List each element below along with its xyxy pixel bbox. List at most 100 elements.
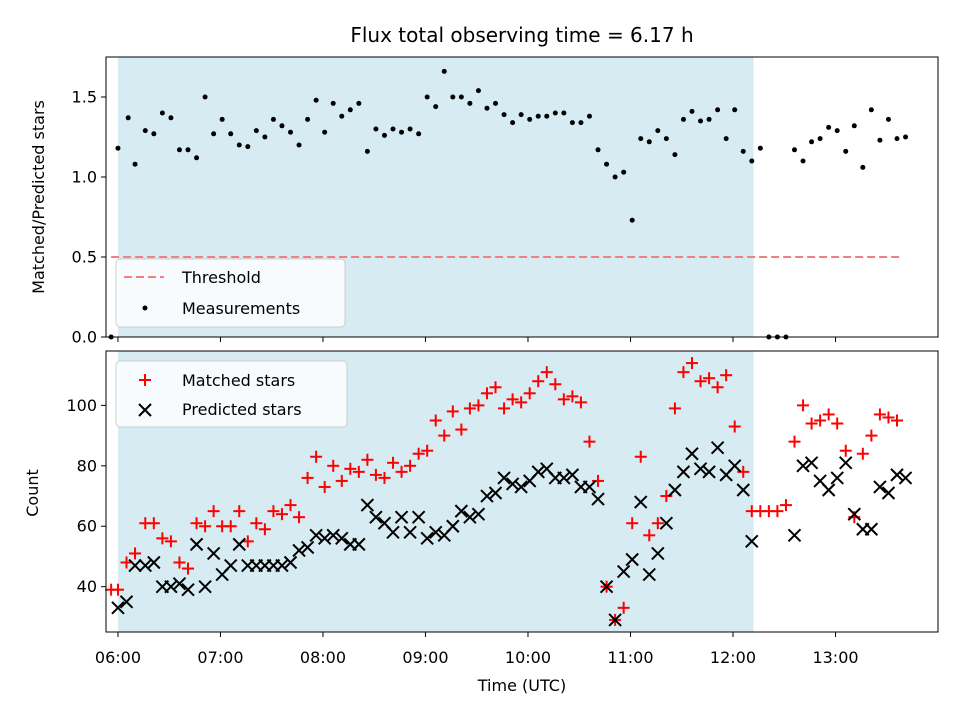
predicted-star-point (454, 504, 469, 518)
matched-star-point (788, 435, 801, 448)
measurement-point (689, 108, 695, 114)
matched-star-point (685, 357, 698, 370)
predicted-star-point (898, 471, 913, 485)
measurement-point (578, 120, 584, 126)
matched-star-point (515, 396, 528, 409)
measurement-point (586, 113, 592, 119)
measurement-point (475, 88, 481, 94)
predicted-star-point (668, 483, 682, 497)
predicted-star-point (514, 480, 528, 494)
matched-star-point (344, 462, 357, 475)
matched-star-point (335, 474, 348, 487)
predicted-star-point (873, 480, 887, 494)
x-tick-label: 08:00 (300, 648, 346, 667)
matched-star-point (412, 447, 425, 460)
predicted-star-point (128, 558, 142, 573)
predicted-star-point (591, 492, 605, 506)
matched-star-point (523, 387, 536, 400)
predicted-star-point (335, 531, 349, 546)
measurement-point (809, 139, 815, 145)
predicted-star-point (864, 522, 879, 536)
matched-star-point (275, 508, 288, 521)
measurement-point (228, 131, 234, 137)
measurement-point (569, 120, 575, 126)
matched-star-point (395, 465, 408, 478)
measurement-point (202, 94, 208, 100)
matched-star-point (574, 396, 587, 409)
matched-star-point (617, 601, 630, 614)
measurement-point (253, 128, 259, 134)
measurement-point (339, 113, 345, 119)
matched-star-point (549, 378, 562, 391)
measurement-point (245, 144, 251, 150)
measurement-point (159, 110, 165, 116)
top-y-ticks: 0.0 0.5 1.0 1.5 (72, 88, 106, 347)
predicted-star-point (565, 468, 580, 482)
measurement-point (313, 97, 319, 103)
matched-star-point (267, 505, 280, 518)
top-legend: Threshold Measurements (115, 258, 346, 328)
matched-star-point (129, 547, 142, 560)
measurement-point (296, 142, 302, 148)
measurement-point (185, 147, 191, 153)
matched-star-point (557, 393, 570, 406)
bottom-panel: 40 60 80 100 06:00 07:00 08:00 09:00 10:00 11:00… (23, 350, 939, 695)
measurement-point (706, 116, 712, 122)
matched-star-point (156, 532, 169, 545)
legend-measurements-label: Measurements (182, 299, 300, 318)
measurement-point (740, 148, 746, 154)
predicted-star-point (206, 546, 221, 561)
matched-star-point (404, 459, 417, 472)
measurement-point (236, 142, 242, 148)
measurement-point (655, 128, 661, 134)
predicted-star-point (172, 576, 187, 591)
predicted-star-point (830, 471, 844, 485)
matched-star-point (592, 474, 605, 487)
matched-star-point (455, 423, 468, 436)
predicted-star-point (642, 567, 656, 582)
y-tick-label: 40 (77, 577, 97, 596)
predicted-star-point (403, 525, 417, 539)
measurement-point (732, 107, 738, 113)
measurement-point (322, 129, 328, 135)
measurement-point (629, 217, 635, 223)
predicted-star-point (745, 534, 759, 549)
predicted-star-point (181, 582, 195, 597)
measurement-point (279, 123, 285, 129)
measurement-point (176, 147, 182, 153)
predicted-star-point (890, 468, 904, 482)
measurement-point (826, 124, 832, 130)
predicted-star-point (796, 459, 810, 473)
matched-star-point (173, 556, 186, 569)
predicted-star-point (881, 486, 896, 500)
matched-star-point (310, 450, 323, 463)
measurement-point (791, 147, 797, 153)
predicted-star-point (420, 531, 434, 546)
matched-star-point (182, 562, 195, 575)
predicted-star-point (352, 537, 366, 552)
matched-star-point (694, 375, 707, 388)
measurement-point (698, 118, 704, 124)
predicted-star-point (386, 525, 400, 539)
predicted-star-point (821, 483, 836, 497)
measurement-point (305, 116, 311, 122)
matched-star-point (250, 517, 263, 530)
predicted-star-point (147, 555, 161, 570)
predicted-star-point (232, 537, 246, 552)
matched-star-point (865, 429, 878, 442)
predicted-star-point (599, 579, 614, 594)
matched-star-point (352, 465, 365, 478)
chart-title: Flux total observing time = 6.17 h (350, 23, 693, 47)
predicted-star-point (189, 537, 204, 552)
measurement-point (723, 136, 729, 142)
matched-star-point (540, 366, 553, 379)
x-tick-label: 09:00 (402, 648, 448, 667)
predicted-star-point (557, 471, 571, 485)
measurement-point (638, 136, 644, 142)
predicted-star-point (111, 601, 125, 615)
matched-star-point (737, 465, 750, 478)
measurement-point (894, 136, 900, 142)
bottom-y-ticks: 40 60 80 100 (66, 396, 106, 596)
matched-star-point (626, 517, 639, 530)
matched-star-point (489, 381, 502, 394)
